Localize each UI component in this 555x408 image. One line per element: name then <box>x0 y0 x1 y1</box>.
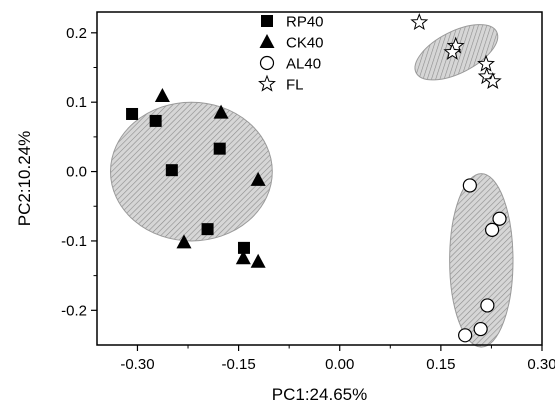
point-fl <box>443 42 462 60</box>
point-ck40 <box>250 253 266 268</box>
legend-label-fl: FL <box>286 77 304 94</box>
point-fl <box>410 13 429 31</box>
point-rp40 <box>237 241 250 254</box>
y-tick-label: 0.2 <box>66 25 87 42</box>
point-al40 <box>492 211 507 226</box>
x-tick-label: 0.30 <box>527 356 555 373</box>
x-tick-label: -0.30 <box>120 356 154 373</box>
y-tick-label: -0.2 <box>61 302 87 319</box>
legend-label-al40: AL40 <box>286 56 321 73</box>
point-fl <box>483 71 502 89</box>
legend-marker-rp40 <box>261 15 273 27</box>
legend-marker-al40 <box>259 55 275 71</box>
point-al40 <box>480 298 495 313</box>
legend-label-ck40: CK40 <box>286 35 324 52</box>
x-axis-label: PC1:24.65% <box>272 385 367 404</box>
point-ck40 <box>154 87 170 102</box>
legend-marker-ck40 <box>259 34 275 48</box>
point-al40 <box>473 321 488 337</box>
point-fl <box>477 54 495 72</box>
point-al40 <box>462 178 477 193</box>
plot-area-frame <box>96 11 543 346</box>
point-ck40 <box>250 171 266 186</box>
point-rp40 <box>126 107 139 120</box>
point-rp40 <box>149 114 162 127</box>
x-tick-label: 0.15 <box>426 356 455 373</box>
legend-label-rp40: RP40 <box>286 14 324 31</box>
y-axis-tick-labels: -0.2 -0.1 0.0 0.1 0.2 <box>61 25 87 320</box>
point-rp40 <box>165 164 178 177</box>
point-al40 <box>485 222 500 237</box>
point-ck40 <box>176 234 192 249</box>
point-rp40 <box>213 142 226 155</box>
cluster-ellipse-2 <box>449 173 514 348</box>
legend: RP40 CK40 AL40 FL <box>258 14 324 94</box>
y-axis-label: PC2:10.24% <box>15 131 34 226</box>
x-tick-label: 0.00 <box>325 356 354 373</box>
cluster-ellipse-1 <box>109 101 273 242</box>
point-ck40 <box>235 250 251 265</box>
x-axis-tick-labels: -0.30 -0.15 0.00 0.15 0.30 <box>120 356 555 373</box>
x-tick-label: -0.15 <box>221 356 255 373</box>
y-tick-label: 0.0 <box>66 164 87 181</box>
point-al40 <box>458 328 473 343</box>
point-ck40 <box>213 104 229 119</box>
data-points <box>126 13 507 343</box>
legend-marker-fl <box>258 74 276 92</box>
y-tick-label: -0.1 <box>61 233 87 250</box>
y-tick-label: 0.1 <box>66 94 87 111</box>
axis-ticks <box>91 32 543 351</box>
point-rp40 <box>201 223 214 236</box>
